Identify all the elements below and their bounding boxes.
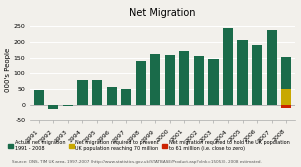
Bar [107,87,117,105]
Bar [48,105,58,109]
Bar [281,105,291,108]
Title: Net Migration: Net Migration [129,8,196,18]
Bar [252,45,262,105]
Bar [63,105,73,106]
Y-axis label: 000's People: 000's People [5,48,11,92]
Bar [194,56,204,105]
Bar [121,89,131,105]
Bar [77,80,88,105]
Bar [165,55,175,105]
Bar [281,57,291,105]
Bar [136,61,146,105]
Bar [281,89,291,105]
Bar [208,59,219,105]
Bar [223,29,233,105]
Bar [237,40,248,105]
Text: Source: ONS, TIM UK area, 1997-2007 (http://www.statistics.gov.uk/STATBASE/Produ: Source: ONS, TIM UK area, 1997-2007 (htt… [12,160,262,164]
Bar [179,51,189,105]
Legend: Actual net migration
1991 - 2008, Net migration required to prevent
UK populatio: Actual net migration 1991 - 2008, Net mi… [8,140,290,151]
Bar [34,90,44,105]
Bar [92,80,102,105]
Bar [267,30,277,105]
Bar [150,54,160,105]
